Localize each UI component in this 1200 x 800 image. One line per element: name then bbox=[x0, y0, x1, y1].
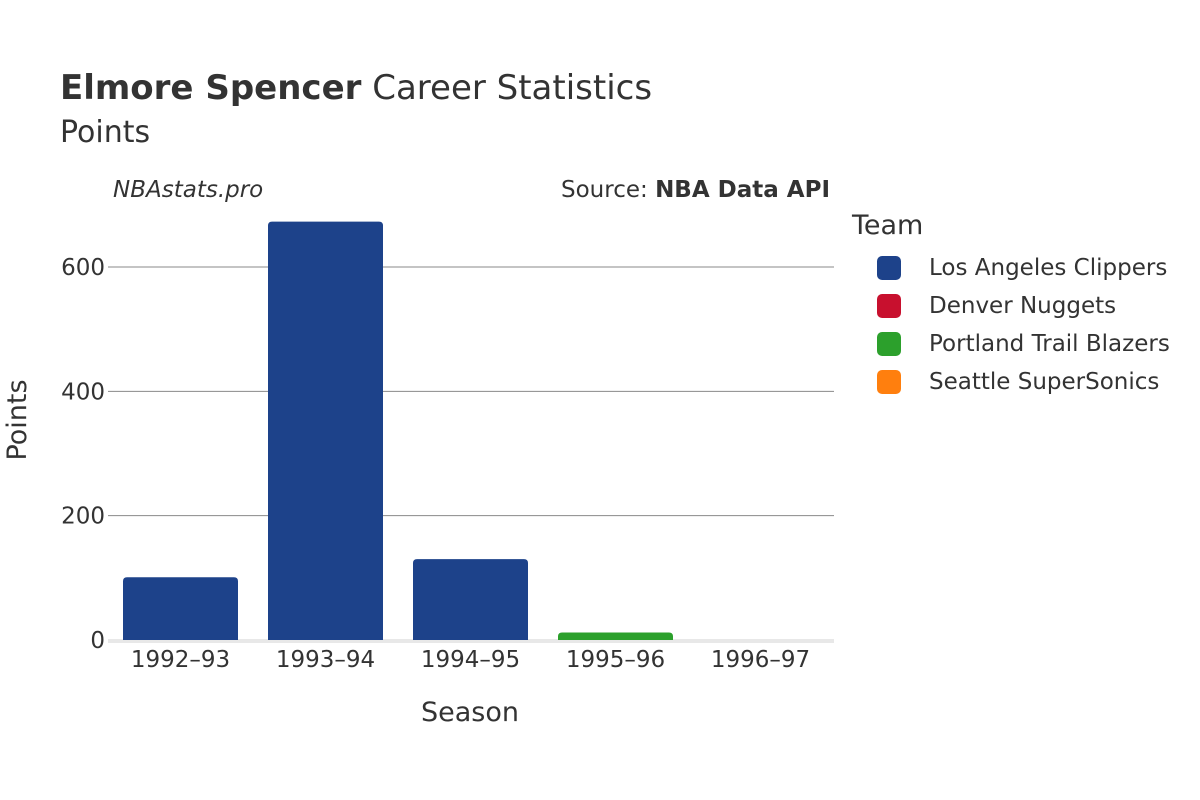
legend: Team Los Angeles Clippers Denver Nuggets… bbox=[852, 208, 1192, 401]
y-tick-label: 600 bbox=[61, 255, 105, 281]
source-name: NBA Data API bbox=[655, 177, 830, 203]
grid-lines bbox=[108, 266, 834, 643]
x-axis-label: Season bbox=[421, 697, 519, 728]
y-tick-label: 200 bbox=[61, 504, 105, 530]
legend-title: Team bbox=[852, 210, 924, 241]
x-tick-label: 1995–96 bbox=[566, 647, 665, 673]
bar[interactable] bbox=[413, 559, 528, 640]
x-tick-label: 1996–97 bbox=[711, 647, 810, 673]
x-tick-label: 1994–95 bbox=[421, 647, 520, 673]
x-tick-labels: 1992–93 1993–94 1994–95 1995–96 1996–97 bbox=[131, 647, 810, 673]
chart-subtitle: Points bbox=[60, 115, 151, 150]
y-tick-labels: 0 200 400 600 bbox=[61, 255, 105, 654]
chart-title-player: Elmore Spencer bbox=[60, 68, 362, 108]
legend-swatch bbox=[877, 332, 901, 356]
source-credit: Source: NBA Data API bbox=[561, 177, 830, 203]
bar[interactable] bbox=[123, 577, 238, 640]
y-tick-label: 0 bbox=[90, 628, 105, 654]
y-axis-label: Points bbox=[2, 379, 33, 460]
bar[interactable] bbox=[268, 221, 383, 640]
x-tick-label: 1993–94 bbox=[276, 647, 375, 673]
watermark: NBAstats.pro bbox=[113, 177, 264, 203]
x-tick-label: 1992–93 bbox=[131, 647, 230, 673]
legend-item-trail-blazers[interactable]: Portland Trail Blazers bbox=[852, 325, 1192, 363]
legend-swatch bbox=[877, 370, 901, 394]
chart-title-rest: Career Statistics bbox=[372, 68, 653, 108]
legend-label: Seattle SuperSonics bbox=[929, 369, 1160, 395]
y-tick-label: 400 bbox=[61, 379, 105, 405]
legend-label: Denver Nuggets bbox=[929, 293, 1117, 319]
bars bbox=[123, 221, 673, 640]
source-prefix: Source: bbox=[561, 177, 648, 203]
legend-item-nuggets[interactable]: Denver Nuggets bbox=[852, 287, 1192, 325]
legend-label: Los Angeles Clippers bbox=[929, 255, 1168, 281]
legend-swatch bbox=[877, 256, 901, 280]
legend-swatch bbox=[877, 294, 901, 318]
legend-item-clippers[interactable]: Los Angeles Clippers bbox=[852, 249, 1192, 287]
bar[interactable] bbox=[558, 632, 673, 640]
chart-title: Elmore Spencer Career Statistics bbox=[60, 68, 652, 108]
legend-item-supersonics[interactable]: Seattle SuperSonics bbox=[852, 363, 1192, 401]
legend-label: Portland Trail Blazers bbox=[929, 331, 1170, 357]
